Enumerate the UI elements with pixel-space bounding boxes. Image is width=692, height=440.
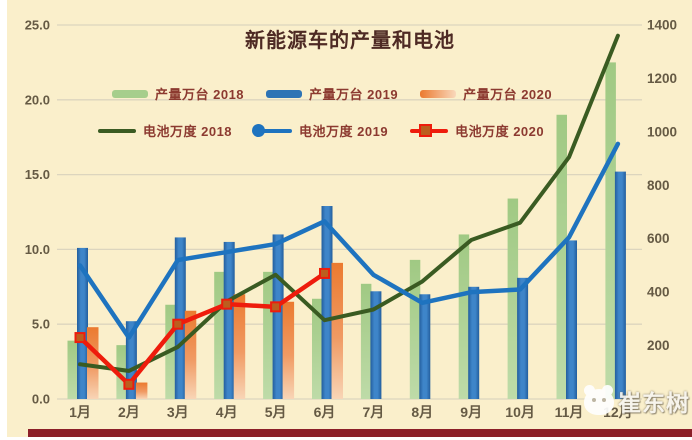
bar-产量万台 2020 [87,327,99,399]
left-axis-tick-label: 10.0 [25,242,50,257]
bar-产量万台 2020 [282,301,295,399]
bar-产量万台 2018 [214,271,225,399]
marker-square-电池万度 2020 [123,378,135,390]
legend-swatch-line [252,123,293,138]
left-axis-tick-label: 5.0 [32,317,50,332]
legend-row: 电池万度 2018 电池万度 2019 电池万度 2020 [98,121,544,140]
bar-产量万台 2018 [360,283,372,399]
legend-item: 产量万台 2019 [266,84,398,103]
legend-item: 产量万台 2018 [112,84,244,103]
x-axis-label: 1月 [69,404,91,420]
line-电池万度 2018 [78,33,620,373]
legend-circle-marker-icon [252,123,266,137]
legend-item-label: 电池万度 2019 [299,124,389,139]
bar-产量万台 2018 [605,62,616,400]
watermark-text: 崔东树 [618,390,690,416]
x-axis-label: 3月 [167,404,189,420]
legend-item-label: 产量万台 2019 [309,87,399,102]
x-axis-label: 7月 [363,404,385,420]
bar-产量万台 2019 [77,247,88,399]
bar-产量万台 2018 [409,259,421,399]
right-axis-tick-label: 200 [647,338,670,353]
marker-square-电池万度 2020 [319,267,330,279]
x-axis-label: 6月 [314,404,336,420]
right-axis-tick-label: 1200 [647,71,677,86]
bar-产量万台 2019 [321,206,333,399]
chart-title: 新能源车的产量和电池 [245,30,455,52]
bar-产量万台 2018 [263,271,274,399]
marker-square-电池万度 2020 [74,332,86,344]
x-axis-label: 8月 [411,404,433,420]
right-axis-tick-label: 400 [647,285,670,300]
x-axis-label: 9月 [460,404,482,420]
right-axis-tick-label: 1000 [647,124,677,139]
x-axis-label: 5月 [265,404,287,420]
bar-产量万台 2019 [614,171,626,399]
bar-产量万台 2019 [125,321,137,399]
right-axis-tick-label: 800 [647,178,670,193]
legend-item: 电池万度 2020 [410,121,544,140]
x-axis-label: 4月 [216,404,238,420]
left-axis-tick-label: 25.0 [25,18,50,33]
bottom-red-bar [28,429,692,437]
bar-产量万台 2018 [312,298,323,399]
bar-产量万台 2019 [174,237,186,399]
bar-产量万台 2019 [468,286,480,399]
right-axis-tick-label: 600 [647,231,670,246]
bar-产量万台 2018 [116,345,127,399]
legend-swatch-bar [112,89,148,98]
marker-square-电池万度 2020 [172,318,184,330]
marker-square-电池万度 2020 [221,298,233,310]
left-white-edge [0,0,7,440]
legend-item-label: 电池万度 2020 [455,124,545,139]
bottom-white-edge [0,437,692,440]
legend-swatch-bar [420,89,457,98]
bar-产量万台 2019 [223,241,235,399]
right-axis-tick-label: 1400 [647,18,677,33]
bar-产量万台 2020 [135,382,148,399]
watermark-logo-icon [582,385,616,417]
legend-item: 电池万度 2019 [252,121,389,140]
bar-产量万台 2020 [331,262,343,399]
line-电池万度 2019 [77,141,621,340]
bar-产量万台 2019 [517,277,529,399]
bar-产量万台 2019 [419,294,431,399]
legend-item-label: 产量万台 2020 [463,87,553,102]
bar-产量万台 2019 [566,240,577,399]
bar-产量万台 2020 [233,294,246,399]
bar-产量万台 2020 [184,310,197,399]
x-axis-label: 10月 [505,404,535,420]
x-axis-label: 11月 [555,404,584,420]
bar-产量万台 2019 [272,234,284,399]
bar-产量万台 2018 [556,114,567,399]
x-axis-label: 2月 [118,404,140,420]
legend-swatch-line [410,123,449,138]
bar-产量万台 2018 [67,340,78,399]
legend-item-label: 产量万台 2018 [155,87,245,102]
legend-swatch-line [98,123,136,138]
bar-产量万台 2018 [458,234,470,399]
legend-swatch-bar [266,89,303,98]
left-axis-tick-label: 20.0 [25,92,50,107]
legend-item-label: 电池万度 2018 [143,124,233,139]
left-axis-tick-label: 0.0 [32,392,50,407]
marker-square-电池万度 2020 [270,301,282,313]
legend-item: 电池万度 2018 [98,121,232,140]
bar-产量万台 2018 [507,198,519,399]
legend-square-marker-icon [419,124,433,137]
bar-产量万台 2019 [370,291,382,399]
legend-item: 产量万台 2020 [420,84,552,103]
legend-row: 产量万台 2018 产量万台 2019 产量万台 2020 [112,84,552,103]
watermark: 崔东树 [582,384,690,418]
left-axis-tick-label: 15.0 [25,167,50,182]
line-电池万度 2020 [77,271,327,387]
